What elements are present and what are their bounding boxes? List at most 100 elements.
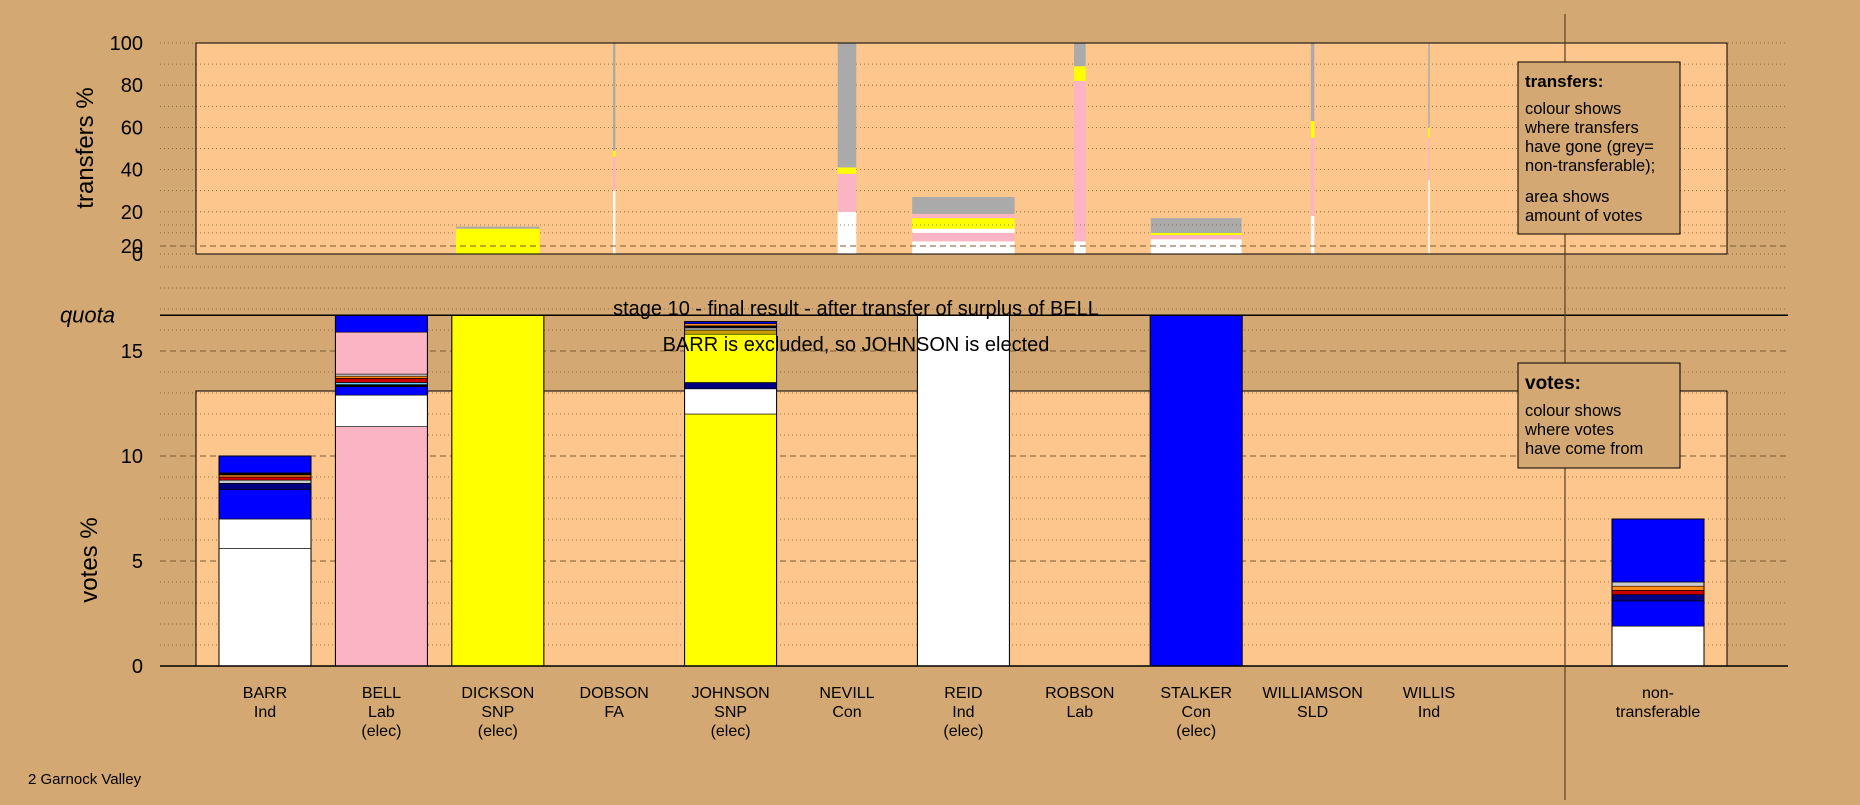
transfers-y-tick-label: 100 <box>110 33 143 55</box>
title-line2: BARR is excluded, so JOHNSON is elected <box>663 334 1050 356</box>
candidate-name-label: JOHNSON <box>691 685 769 702</box>
votes-legend-text: colour shows <box>1525 402 1621 420</box>
candidate-name-label: DOBSON <box>580 685 649 702</box>
votes-legend-heading: votes: <box>1525 373 1581 394</box>
transfer-bar-segment <box>837 43 857 168</box>
votes-legend-text: where votes <box>1524 421 1614 439</box>
transfers-y-tick-label: 20 <box>121 202 143 224</box>
votes-y-tick-label: 0 <box>132 656 143 678</box>
transfer-bar-segment <box>1150 235 1242 240</box>
transfer-bar-segment <box>912 197 1015 214</box>
candidate-party-label: SNP <box>481 704 514 721</box>
transfers-legend-text: where transfers <box>1524 119 1639 137</box>
vote-bar-segment <box>335 373 428 377</box>
transfer-bar-segment <box>613 156 616 191</box>
candidate-name-label: BELL <box>362 685 401 702</box>
transfers-y-tick-label: 80 <box>121 75 143 97</box>
transfer-bar-segment <box>1150 239 1242 254</box>
vote-bar-segment <box>218 455 312 474</box>
transfers-legend-box <box>1517 61 1681 235</box>
transfer-bar-segment <box>1073 43 1086 67</box>
transfer-bar-segment <box>837 211 857 254</box>
candidate-name-label: NEVILL <box>819 685 874 702</box>
candidate-party-label: Con <box>832 704 861 721</box>
transfer-bar-segment <box>1150 232 1242 236</box>
transfers-legend-text: colour shows <box>1525 100 1621 118</box>
constituency-label: 2 Garnock Valley <box>28 771 142 788</box>
transfer-bar-segment <box>1310 43 1315 122</box>
transfer-bar-segment <box>912 218 1015 229</box>
vote-bar-segment <box>684 382 777 390</box>
vote-bar-segment <box>218 482 312 490</box>
vote-bar-segment <box>1611 585 1705 591</box>
vote-bar-segment <box>917 314 1010 667</box>
candidate-name-label: WILLIS <box>1403 685 1455 702</box>
vote-bar-segment <box>218 548 312 667</box>
vote-bar-segment <box>335 331 428 375</box>
candidate-party-label: Ind <box>1418 704 1440 721</box>
votes-y-tick-label: 20 <box>121 236 143 258</box>
candidate-party-label: SNP <box>714 704 747 721</box>
transfer-bar-segment <box>912 232 1015 242</box>
transfers-legend-text: non-transferable); <box>1525 157 1655 175</box>
vote-bar-segment <box>684 388 777 415</box>
vote-bar-segment <box>218 518 312 549</box>
transfer-bar-segment <box>837 173 857 212</box>
transfers-plot-frame <box>195 42 1728 255</box>
vote-bar-segment <box>1611 600 1705 627</box>
vote-bar-segment <box>335 314 428 333</box>
vote-bar-segment <box>684 323 777 327</box>
vote-bar-segment <box>218 476 312 481</box>
candidate-party-label: Ind <box>952 704 974 721</box>
transfer-bar-segment <box>1073 80 1086 242</box>
candidate-party-label: Lab <box>1066 704 1093 721</box>
vote-bar-segment <box>218 474 312 478</box>
vote-bar-segment <box>684 413 777 667</box>
candidate-name-label: BARR <box>243 685 287 702</box>
candidate-party-label: Lab <box>368 704 395 721</box>
transfer-bar-segment <box>912 213 1015 219</box>
transfer-bar-segment <box>837 167 857 174</box>
vote-bar-segment <box>1611 625 1705 667</box>
transfer-bar-segment <box>1428 127 1430 138</box>
candidate-status-label: (elec) <box>1176 723 1216 740</box>
title-line1: stage 10 - final result - after transfer… <box>613 298 1099 320</box>
candidate-name-label: ROBSON <box>1045 685 1114 702</box>
votes-legend-text: have come from <box>1525 440 1643 458</box>
vote-bar-segment <box>335 377 428 383</box>
candidate-name-label: STALKER <box>1160 685 1232 702</box>
vote-bar-segment <box>335 394 428 427</box>
transfer-bar-segment <box>1428 43 1430 128</box>
votes-y-tick-label: 15 <box>121 341 143 363</box>
candidate-status-label: (elec) <box>943 723 983 740</box>
vote-bar-segment <box>335 386 428 396</box>
candidate-name-label: WILLIAMSON <box>1262 685 1362 702</box>
transfer-bar-segment <box>1150 218 1242 233</box>
transfer-bar-segment <box>1310 137 1315 217</box>
vote-bar-segment <box>335 384 428 388</box>
candidate-party-label: FA <box>604 704 624 721</box>
transfers-legend-text: amount of votes <box>1525 207 1642 225</box>
votes-legend-box <box>1517 362 1681 469</box>
quota-label: quota <box>60 302 115 327</box>
transfer-bar-segment <box>912 228 1015 233</box>
transfer-bar-segment <box>1428 137 1430 181</box>
candidate-name-label: non- <box>1642 685 1674 702</box>
vote-bar-segment <box>1611 581 1705 587</box>
vote-bar-segment <box>335 375 428 379</box>
transfer-bar-segment <box>613 150 616 157</box>
transfer-bar-segment <box>613 43 616 151</box>
candidate-name-label: REID <box>944 685 982 702</box>
votes-y-tick-label: 5 <box>132 551 143 573</box>
transfers-y-tick-label: 40 <box>121 160 143 182</box>
vote-bar-segment <box>335 426 428 667</box>
transfer-bar-segment <box>1073 241 1086 254</box>
candidate-status-label: (elec) <box>711 723 751 740</box>
transfers-y-tick-label: 0 <box>132 244 143 266</box>
transfer-bar-segment <box>1310 216 1315 254</box>
vote-bar-segment <box>218 472 312 476</box>
vote-bar-segment <box>1149 314 1243 667</box>
